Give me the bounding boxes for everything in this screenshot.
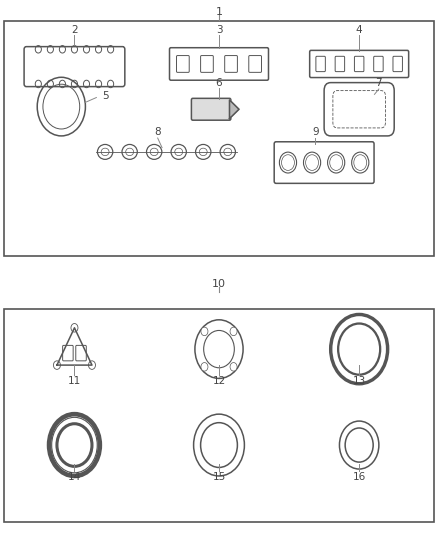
FancyBboxPatch shape: [374, 56, 383, 71]
Circle shape: [53, 361, 60, 369]
Circle shape: [204, 330, 234, 368]
FancyBboxPatch shape: [63, 345, 73, 361]
Circle shape: [330, 155, 343, 171]
Text: 7: 7: [375, 78, 382, 88]
Circle shape: [201, 362, 208, 371]
Ellipse shape: [122, 144, 137, 159]
Text: 6: 6: [215, 78, 223, 88]
Circle shape: [71, 324, 78, 332]
Ellipse shape: [150, 148, 158, 156]
FancyBboxPatch shape: [177, 55, 189, 72]
Text: 1: 1: [215, 7, 223, 17]
Ellipse shape: [199, 148, 207, 156]
FancyBboxPatch shape: [316, 56, 325, 71]
Polygon shape: [230, 100, 239, 118]
Text: 11: 11: [68, 376, 81, 386]
Text: 2: 2: [71, 25, 78, 35]
FancyBboxPatch shape: [393, 56, 403, 71]
Text: 10: 10: [212, 279, 226, 288]
FancyBboxPatch shape: [354, 56, 364, 71]
Circle shape: [201, 327, 208, 336]
FancyBboxPatch shape: [191, 98, 231, 120]
Text: 4: 4: [356, 25, 363, 35]
Bar: [4, 309, 434, 522]
Circle shape: [306, 155, 318, 171]
Text: 13: 13: [353, 376, 366, 386]
FancyBboxPatch shape: [225, 55, 237, 72]
Circle shape: [230, 362, 237, 371]
Ellipse shape: [146, 144, 162, 159]
Text: 3: 3: [215, 25, 223, 35]
Ellipse shape: [97, 144, 113, 159]
Circle shape: [304, 152, 321, 173]
Text: 12: 12: [212, 376, 226, 386]
Bar: [4, 21, 434, 256]
Text: 15: 15: [212, 472, 226, 482]
Text: 16: 16: [353, 472, 366, 482]
Ellipse shape: [175, 148, 183, 156]
Ellipse shape: [171, 144, 187, 159]
Ellipse shape: [101, 148, 109, 156]
Ellipse shape: [126, 148, 134, 156]
FancyBboxPatch shape: [249, 55, 261, 72]
FancyBboxPatch shape: [335, 56, 345, 71]
FancyBboxPatch shape: [76, 345, 86, 361]
FancyBboxPatch shape: [201, 55, 213, 72]
Circle shape: [88, 361, 95, 369]
Text: 5: 5: [102, 91, 109, 101]
Circle shape: [354, 155, 367, 171]
Circle shape: [282, 155, 294, 171]
Circle shape: [328, 152, 345, 173]
Circle shape: [230, 327, 237, 336]
Circle shape: [352, 152, 369, 173]
Ellipse shape: [220, 144, 236, 159]
Circle shape: [279, 152, 297, 173]
Ellipse shape: [224, 148, 232, 156]
Text: 8: 8: [154, 127, 161, 137]
Text: 9: 9: [312, 127, 319, 137]
Text: 14: 14: [68, 472, 81, 482]
Ellipse shape: [195, 144, 211, 159]
